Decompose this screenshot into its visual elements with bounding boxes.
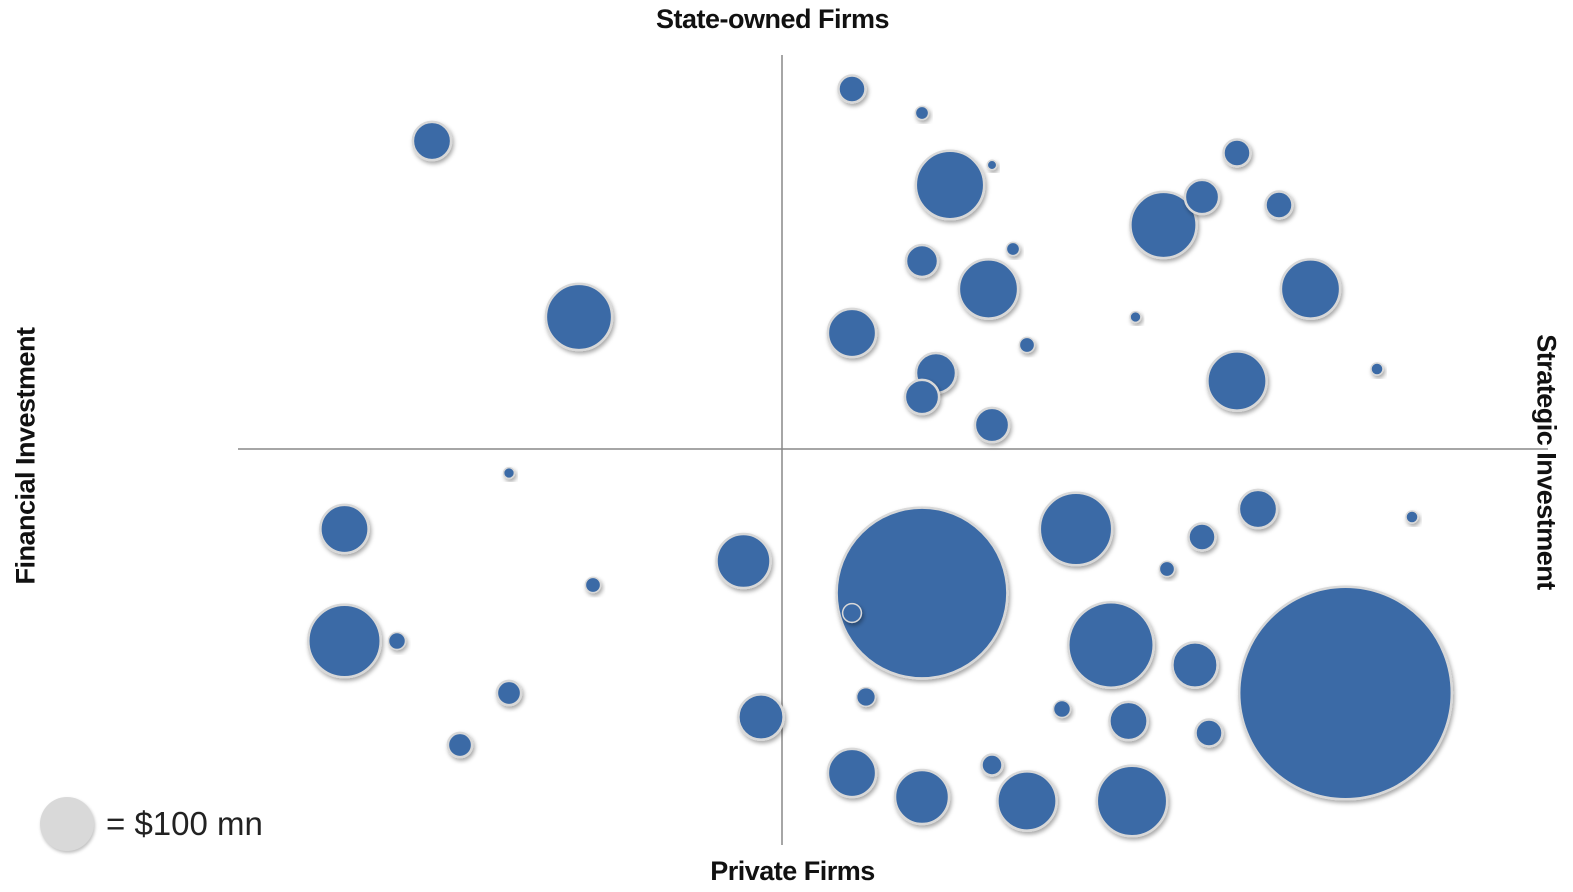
bubble xyxy=(1187,522,1217,552)
bubble xyxy=(544,282,614,352)
bubble xyxy=(446,731,474,759)
bubble xyxy=(914,105,930,121)
bubble xyxy=(1018,336,1036,354)
bubble xyxy=(1005,241,1021,257)
legend-label: = $100 mn xyxy=(106,805,263,842)
bubbles-layer xyxy=(307,74,1454,838)
bubble xyxy=(1095,764,1169,838)
axis-label-right: Strategic Investment xyxy=(1531,334,1562,590)
bubble xyxy=(584,576,602,594)
bubble xyxy=(387,631,407,651)
bubble xyxy=(1222,138,1252,168)
bubble xyxy=(973,406,1011,444)
bubble xyxy=(1237,488,1279,530)
bubble xyxy=(826,307,878,359)
bubble xyxy=(495,679,523,707)
bubble xyxy=(826,747,878,799)
bubble xyxy=(737,693,785,741)
bubble xyxy=(957,258,1020,320)
bubble xyxy=(1183,178,1221,216)
bubble xyxy=(841,602,863,624)
bubble xyxy=(307,603,382,679)
axis-label-left: Financial Investment xyxy=(10,327,41,585)
bubble xyxy=(986,159,998,171)
size-legend: = $100 mn xyxy=(40,797,263,851)
bubble xyxy=(893,768,951,826)
bubble xyxy=(1038,491,1114,567)
bubble xyxy=(1067,601,1155,689)
bubble xyxy=(1129,310,1142,324)
bubble xyxy=(914,149,986,221)
bubble xyxy=(1052,699,1072,719)
bubble xyxy=(1171,641,1219,689)
legend-circle xyxy=(40,797,94,851)
bubble xyxy=(1194,718,1224,748)
bubble xyxy=(1405,510,1419,524)
bubble xyxy=(1108,700,1149,742)
bubble xyxy=(715,532,772,590)
bubble xyxy=(1206,350,1268,412)
bubble xyxy=(1279,258,1342,320)
bubble xyxy=(835,506,1009,680)
axis-label-bottom: Private Firms xyxy=(710,856,875,886)
bubble xyxy=(903,378,941,416)
bubble xyxy=(319,503,370,555)
axis-label-top: State-owned Firms xyxy=(655,4,890,34)
bubble xyxy=(996,770,1058,832)
bubble xyxy=(1370,362,1384,376)
bubble xyxy=(502,466,516,480)
bubble xyxy=(855,686,877,708)
bubble xyxy=(1237,585,1454,801)
bubble xyxy=(904,243,940,279)
bubble xyxy=(1158,560,1176,578)
bubble xyxy=(980,753,1004,777)
bubble xyxy=(1264,190,1294,220)
bubble xyxy=(411,120,453,162)
bubble xyxy=(1129,190,1198,260)
bubble xyxy=(837,74,867,104)
